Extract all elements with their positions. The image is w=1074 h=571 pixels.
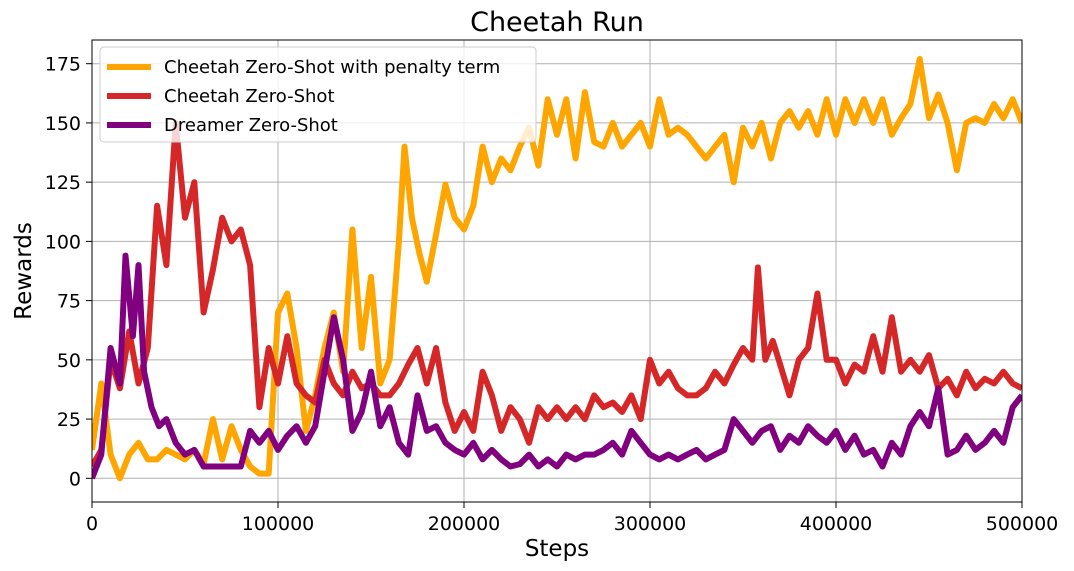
y-tick-label: 75 xyxy=(57,291,81,313)
x-tick-label: 0 xyxy=(86,513,98,535)
legend-box xyxy=(99,46,537,143)
series-line-cheetah-zero-shot xyxy=(92,119,1022,468)
series-line-dreamer-zero-shot xyxy=(92,252,1022,480)
series-line-cheetah-zero-shot-with-penalty-term xyxy=(92,56,1022,482)
x-tick-label: 400000 xyxy=(800,513,873,535)
x-axis-title: Steps xyxy=(525,536,589,562)
y-tick-label: 150 xyxy=(45,113,81,135)
x-tick-label: 200000 xyxy=(428,513,501,535)
y-tick-label: 175 xyxy=(45,54,81,76)
x-tick-label: 300000 xyxy=(614,513,687,535)
x-tick-label: 500000 xyxy=(986,513,1059,535)
plot-frame xyxy=(91,39,1023,503)
x-tick-label: 100000 xyxy=(242,513,315,535)
y-tick-label: 25 xyxy=(57,409,81,431)
y-axis-title: Rewards xyxy=(11,222,37,320)
y-axis: 0 25 50 75 100 125 150 175 xyxy=(45,54,92,490)
y-tick-label: 125 xyxy=(45,172,81,194)
legend-label: Dreamer Zero-Shot xyxy=(164,115,338,136)
x-axis: 0 100000 200000 300000 400000 500000 xyxy=(86,502,1058,535)
y-tick-label: 0 xyxy=(69,468,81,490)
chart-title: Cheetah Run xyxy=(470,7,644,38)
legend-label: Cheetah Zero-Shot with penalty term xyxy=(164,57,500,78)
plot-series xyxy=(92,56,1022,482)
y-tick-label: 100 xyxy=(45,231,81,253)
legend: Cheetah Zero-Shot with penalty term Cheet… xyxy=(99,46,537,143)
y-tick-label: 50 xyxy=(57,350,81,372)
legend-label: Cheetah Zero-Shot xyxy=(164,86,335,107)
